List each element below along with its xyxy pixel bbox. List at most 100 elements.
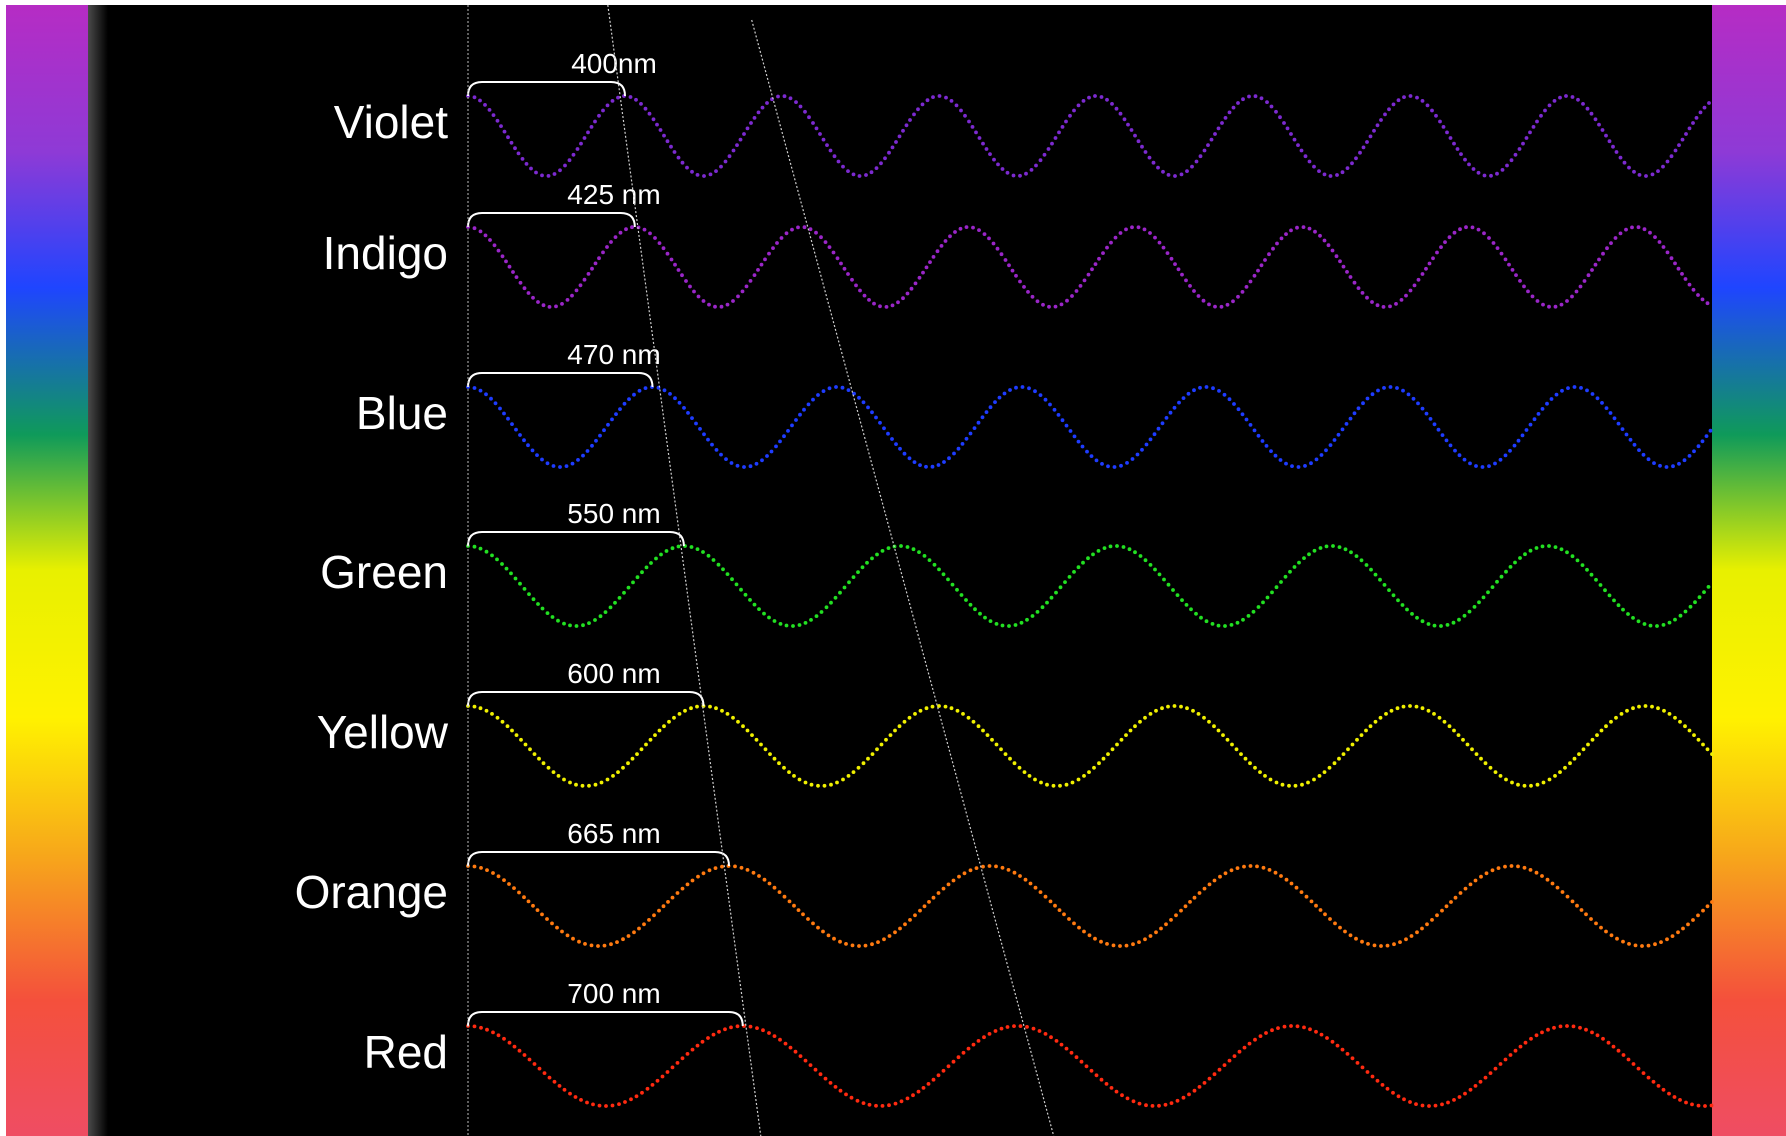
- red-wave-dot: [1678, 1098, 1682, 1102]
- red-wave-dot: [573, 1095, 578, 1099]
- blue-wave-dot: [1532, 417, 1537, 422]
- indigo-wave-dot: [1705, 301, 1710, 306]
- violet-wave-dot: [702, 174, 706, 178]
- yellow-wave-dot: [1306, 780, 1310, 785]
- violet-wave-dot: [1611, 144, 1615, 149]
- orange-wave-dot: [1701, 908, 1705, 913]
- yellow-wave-dot: [472, 704, 477, 709]
- indigo-wave-dot: [1142, 227, 1147, 232]
- red-wave-dot: [1571, 1024, 1576, 1029]
- orange-wave-dot: [720, 864, 724, 869]
- indigo-wave-dot: [1597, 257, 1601, 262]
- indigo-wave-dot: [1507, 262, 1511, 267]
- yellow-wave-dot: [1355, 737, 1359, 742]
- yellow-wave-dot: [1504, 777, 1508, 782]
- indigo-wave-dot: [1578, 284, 1583, 289]
- orange-wave-dot: [1255, 864, 1259, 869]
- yellow-wave-dot: [1577, 752, 1581, 756]
- violet-wave-dot: [1547, 103, 1552, 108]
- red-wave-dot: [1529, 1036, 1533, 1041]
- blue-wave-dot: [1480, 465, 1485, 469]
- blue-wave-dot: [498, 406, 502, 411]
- yellow-wave-dot: [1590, 737, 1595, 742]
- violet-wave-dot: [680, 160, 685, 165]
- blue-wave-dot: [811, 397, 815, 402]
- blue-wave-dot: [598, 433, 602, 438]
- blue-wave-dot: [735, 463, 740, 468]
- blue-wave-dot: [798, 412, 802, 417]
- orange-wave-dot: [1261, 865, 1266, 870]
- red-wave-dot: [1295, 1024, 1300, 1029]
- second-crest-line: [751, 19, 1055, 1136]
- orange-wave-dot: [632, 930, 636, 935]
- indigo-wave-dot: [514, 275, 519, 279]
- yellow-wave-dot: [1452, 728, 1456, 733]
- indigo-wave-dot: [1683, 277, 1688, 281]
- indigo-wave-dot: [1503, 257, 1508, 262]
- yellow-wave-dot: [1097, 761, 1101, 766]
- indigo-wave-dot: [547, 305, 552, 309]
- green-wave-dot: [1528, 548, 1533, 553]
- violet-wave-dot: [1614, 150, 1619, 154]
- green-wave-dot: [1343, 547, 1348, 552]
- green-wave-dot: [1251, 609, 1256, 614]
- yellow-wave-dot: [1373, 719, 1378, 724]
- green-wave-dot: [1405, 607, 1409, 612]
- orange-wave-dot: [1458, 891, 1463, 895]
- orange-wave-dot: [1289, 881, 1294, 886]
- yellow-wave-dot: [803, 780, 808, 785]
- violet-wave-dot: [1133, 133, 1137, 138]
- orange-wave-dot: [903, 922, 907, 927]
- violet-wave-dot: [524, 162, 529, 166]
- blue-wave-dot: [976, 420, 981, 425]
- violet-wave-dot: [1110, 102, 1114, 106]
- red-wave-dot: [1276, 1026, 1280, 1030]
- violet-wave-dot: [1524, 136, 1529, 140]
- violet-wave-dot: [1570, 95, 1575, 99]
- blue-wave-dot: [952, 451, 956, 456]
- indigo-wave-dot: [808, 227, 813, 232]
- red-wave-dot: [887, 1103, 891, 1108]
- indigo-wave-dot: [1345, 270, 1349, 274]
- orange-wave-dot: [1012, 870, 1017, 875]
- indigo-wave-dot: [642, 227, 647, 232]
- green-wave-dot: [833, 595, 838, 600]
- violet-wave-dot: [1038, 158, 1043, 163]
- blue-wave-dot: [478, 388, 483, 393]
- red-wave-dot: [1217, 1067, 1222, 1072]
- indigo-wave-dot: [939, 244, 944, 248]
- violet-wave-dot: [1455, 147, 1460, 151]
- indigo-wave-dot: [1348, 275, 1353, 279]
- yellow-wave-dot: [1115, 742, 1119, 747]
- green-wave-dot: [1585, 567, 1589, 572]
- green-wave-dot: [1324, 544, 1329, 549]
- red-wave-dot: [761, 1028, 765, 1033]
- blue-wave-dot: [984, 410, 989, 414]
- orange-wave-dot: [670, 895, 675, 900]
- indigo-wave-dot: [1491, 241, 1496, 245]
- blue-wave-dot: [1682, 458, 1687, 463]
- yellow-wave-dot: [741, 724, 745, 729]
- indigo-wave-dot: [1252, 273, 1257, 278]
- red-wave-dot: [931, 1077, 936, 1082]
- indigo-wave-dot: [1499, 251, 1504, 256]
- violet-wave-dot: [1029, 168, 1034, 172]
- yellow-wave-dot: [490, 712, 494, 716]
- blue-wave-dot: [972, 426, 977, 430]
- red-wave-dot: [855, 1098, 860, 1103]
- indigo-wave-dot: [1352, 280, 1357, 285]
- indigo-wave-dot: [850, 277, 854, 282]
- green-wave-dot: [562, 621, 566, 626]
- red-wave-dot: [695, 1043, 700, 1048]
- indigo-wave-dot: [1636, 225, 1641, 230]
- green-wave-dot: [1283, 574, 1288, 579]
- orange-wave-dot: [1218, 874, 1222, 879]
- blue-wave-dot: [1641, 452, 1646, 457]
- orange-wave-dot: [1179, 908, 1183, 913]
- green-wave-dot: [730, 577, 734, 582]
- red-wave-dot: [1534, 1033, 1539, 1038]
- yellow-wave-dot: [519, 737, 523, 742]
- green-wave-dot: [1091, 552, 1095, 557]
- blue-wave-dot: [518, 433, 522, 437]
- blue-wave-dot: [1620, 427, 1625, 431]
